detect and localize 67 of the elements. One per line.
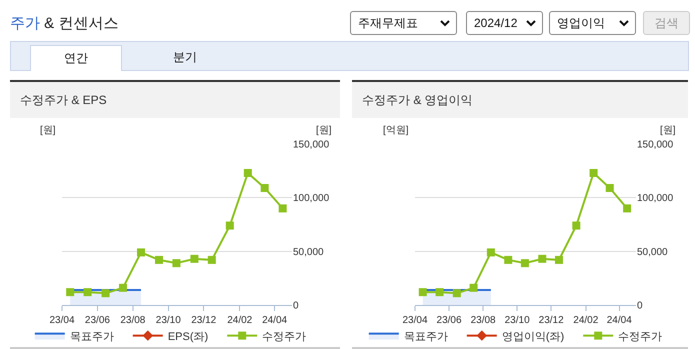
legend-label: EPS(좌) [168,330,208,343]
point [66,288,74,296]
text: 영업이익 [557,16,605,30]
y2-axis-title: [원] [660,125,676,136]
point [278,204,287,212]
x-tick-label: 23/06 [84,315,110,326]
text: 분기 [172,49,198,66]
point [572,222,580,230]
point [606,184,614,192]
point [452,289,461,298]
x-tick-label: 23/04 [402,315,428,326]
chart-title: 수정주가 & EPS [10,82,340,118]
text: 연간 [30,45,122,71]
point [538,254,546,263]
x-tick-label: 24/04 [606,315,632,326]
point [84,288,92,296]
point [520,259,529,268]
x-tick-label: 23/12 [191,315,217,326]
point [208,256,216,264]
point [172,259,180,268]
point [436,288,444,296]
point [244,168,252,177]
y2-tick-label: 50,000 [293,246,324,258]
chart-title: 수정주가 & 영업이익 [352,82,688,118]
y2-tick-label: 0 [637,300,643,312]
x-tick-label: 24/02 [573,315,599,326]
point [418,288,427,296]
legend-label: 목표주가 [404,330,448,343]
point [554,256,563,264]
point [154,256,163,264]
point [190,254,198,263]
point [590,168,598,177]
x-tick-label: 24/04 [262,315,288,326]
point [260,184,269,192]
legend-label: 영업이익(좌) [502,330,564,343]
text: 2024/12 [474,16,518,30]
x-tick-label: 23/10 [504,315,530,326]
point [470,284,478,292]
point [486,248,495,256]
point [136,248,145,256]
legend-label: 수정주가 [262,330,306,343]
y2-tick-label: 50,000 [637,246,668,258]
y2-tick-label: 150,000 [637,140,674,150]
x-tick-label: 23/08 [470,315,496,326]
y2-tick-label: 150,000 [293,140,330,150]
y2-tick-label: 100,000 [293,193,330,204]
point [504,256,512,264]
text: 주재무제표 [358,16,418,30]
x-tick-label: 23/10 [156,315,182,326]
x-tick-label: 23/08 [120,315,146,326]
text: 주가 & 컨센서스 [10,15,118,32]
x-tick-label: 23/04 [49,315,75,326]
x-tick-label: 23/06 [436,315,462,326]
x-tick-label: 23/12 [538,315,564,326]
y2-tick-label: 100,000 [637,193,674,204]
y2-tick-label: 0 [293,300,299,312]
point [102,289,110,298]
y-axis-title: [억원] [383,125,409,136]
y2-axis-title: [원] [316,125,332,136]
y-axis-title: [원] [40,125,56,136]
point [623,204,632,212]
point [118,284,127,292]
point [226,222,234,230]
legend-label: 수정주가 [618,330,662,343]
x-tick-label: 24/02 [227,315,253,326]
text: 검색 [643,11,690,35]
legend-label: 목표주가 [70,330,114,343]
